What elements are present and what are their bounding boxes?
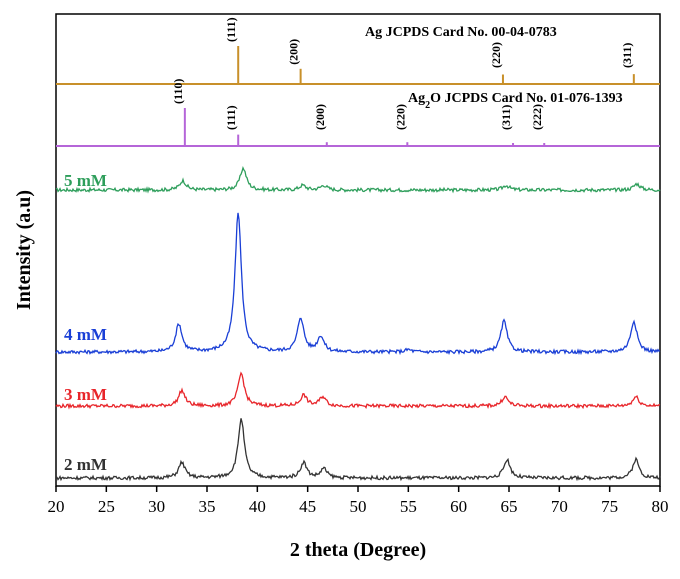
x-tick-label: 25: [98, 497, 115, 516]
reference-hkl-label: (200): [313, 104, 327, 130]
reference-hkl-label: (222): [530, 104, 544, 130]
reference-hkl-label: (311): [499, 105, 513, 130]
ag2o-reference-title: Ag2O JCPDS Card No. 01-076-1393: [408, 91, 623, 111]
series-label: 3 mM: [64, 385, 107, 404]
reference-hkl-label: (311): [620, 43, 634, 68]
reference-hkl-label: (200): [287, 39, 301, 65]
x-tick-label: 60: [450, 497, 467, 516]
x-axis-title: 2 theta (Degree): [290, 539, 426, 561]
ag2o-title-prefix: Ag: [408, 91, 425, 106]
reference-hkl-label: (111): [224, 105, 238, 130]
x-tick-label: 45: [299, 497, 316, 516]
x-tick-label: 80: [652, 497, 669, 516]
x-tick-label: 70: [551, 497, 568, 516]
xrd-series: 5 mM 4 mM 3 mM 2 mM: [55, 166, 661, 482]
x-tick-label: 30: [148, 497, 165, 516]
x-tick-label: 20: [48, 497, 65, 516]
ag2o-title-suffix: O JCPDS Card No. 01-076-1393: [430, 91, 623, 106]
series-line: [55, 371, 661, 410]
series-label: 5 mM: [64, 171, 107, 190]
x-tick-label: 55: [400, 497, 417, 516]
series-line: [55, 166, 661, 194]
y-axis-title: Intensity (a.u): [13, 190, 35, 310]
series-line: [55, 212, 661, 356]
series-label: 4 mM: [64, 325, 107, 344]
reference-peaks: (111) (200) (220) (311) (110) (111) (200) (220)…: [171, 17, 635, 146]
reference-hkl-label: (111): [224, 17, 238, 42]
x-tick-label: 40: [249, 497, 266, 516]
x-tick-label: 65: [501, 497, 518, 516]
reference-hkl-label: (220): [393, 104, 407, 130]
series-label: 2 mM: [64, 455, 107, 474]
reference-hkl-label: (110): [171, 79, 185, 104]
x-tick-label: 75: [601, 497, 618, 516]
series-line: [55, 418, 661, 482]
x-tick-label: 50: [350, 497, 367, 516]
ag-reference-title: Ag JCPDS Card No. 00-04-0783: [365, 25, 557, 40]
ag2o-title-subscript: 2: [425, 100, 430, 111]
x-axis-ticks: 20 25 30 35 40 45 50 55 60 65 70 75 80: [48, 486, 669, 516]
x-tick-label: 35: [199, 497, 216, 516]
reference-hkl-label: (220): [489, 42, 503, 68]
